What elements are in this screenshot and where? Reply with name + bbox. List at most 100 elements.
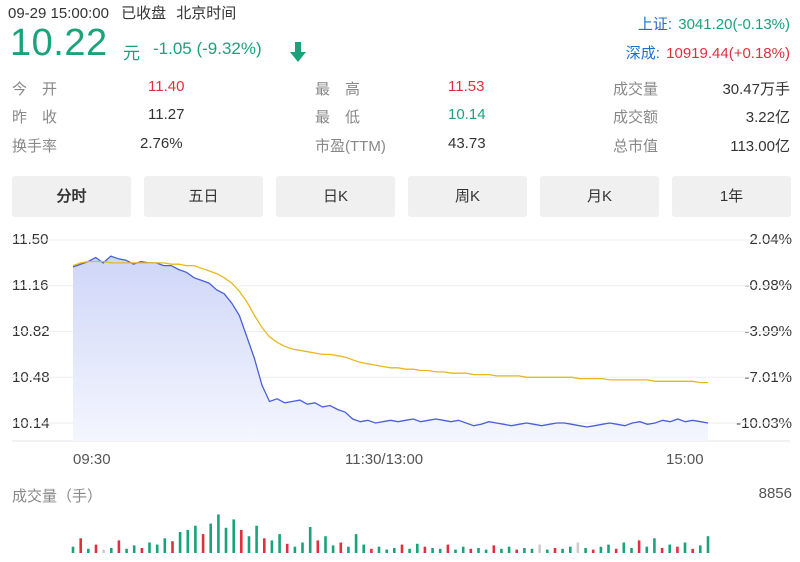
volume-bar xyxy=(569,546,572,553)
volume-bar xyxy=(370,548,373,553)
volume-max-label: 8856 xyxy=(758,485,792,502)
volume-bar xyxy=(576,542,580,553)
volume-bar xyxy=(79,538,82,553)
prev-close-value: 11.27 xyxy=(148,106,185,123)
volume-bar xyxy=(630,548,633,553)
volume-bar xyxy=(224,527,228,553)
volume-bar xyxy=(561,548,564,553)
amount-label: 成交额 xyxy=(613,109,659,126)
volume-bar xyxy=(599,546,603,553)
volume-bar xyxy=(622,542,626,553)
volume-bar xyxy=(515,549,518,553)
volume-bar xyxy=(240,529,243,553)
volume-bar xyxy=(308,527,312,553)
volume-bar xyxy=(699,545,702,553)
volume-bar xyxy=(469,548,473,553)
volume-bar xyxy=(538,544,541,553)
volume-value: 30.47万手 xyxy=(722,81,790,98)
volume-bar xyxy=(484,549,488,553)
volume-bar xyxy=(400,544,404,553)
volume-bar xyxy=(117,540,121,553)
tab-weekly-k[interactable]: 周K xyxy=(408,176,527,217)
arrow-down-icon xyxy=(288,40,308,69)
volume-bar xyxy=(301,542,304,553)
index-shenzhen[interactable]: 深成: 10919.44(+0.18%) xyxy=(626,42,790,63)
quote-header: 09-29 15:00:00 已收盘 北京时间 xyxy=(8,2,236,23)
volume-chart-label: 成交量（手） xyxy=(12,488,103,505)
volume-bar xyxy=(339,542,343,553)
high-label: 最 高 xyxy=(315,81,361,98)
x-tick: 15:00 xyxy=(666,451,704,468)
market-status: 已收盘 xyxy=(121,5,167,22)
pe-label: 市盈(TTM) xyxy=(315,138,386,155)
amount-value: 3.22亿 xyxy=(745,109,790,126)
volume-bar xyxy=(377,546,381,553)
low-value: 10.14 xyxy=(448,106,486,123)
volume-bar xyxy=(171,541,174,553)
volume-bar xyxy=(362,544,365,553)
volume-bar xyxy=(209,523,212,553)
volume-bar xyxy=(201,534,205,553)
index-shanghai[interactable]: 上证: 3041.20(-0.13%) xyxy=(638,13,790,34)
volume-bar xyxy=(293,546,297,553)
volume-bar xyxy=(148,542,151,553)
volume-bar xyxy=(263,538,266,553)
volume-bar xyxy=(492,545,496,553)
volume-bar xyxy=(316,540,320,553)
volume-bar xyxy=(431,548,434,553)
volume-bar xyxy=(125,548,128,553)
volume-bar xyxy=(477,548,480,553)
volume-bar xyxy=(454,549,457,553)
volume-bar xyxy=(385,549,388,553)
volume-bar xyxy=(584,548,587,553)
currency-unit: 元 xyxy=(123,44,140,63)
volume-bar xyxy=(706,536,710,553)
volume-bar xyxy=(94,544,98,553)
volume-bar xyxy=(393,548,396,553)
volume-bar xyxy=(408,548,411,553)
timezone-label: 北京时间 xyxy=(176,5,237,22)
index-shanghai-value: 3041.20(-0.13%) xyxy=(678,16,790,33)
average-price-line xyxy=(72,260,708,384)
low-label: 最 低 xyxy=(315,109,361,126)
volume-bar xyxy=(331,545,335,553)
current-price: 10.22 xyxy=(10,22,108,64)
quote-datetime: 09-29 15:00:00 xyxy=(8,5,109,22)
tab-monthly-k[interactable]: 月K xyxy=(540,176,659,217)
tab-daily-k[interactable]: 日K xyxy=(276,176,395,217)
market-cap-value: 113.00亿 xyxy=(730,138,790,155)
pe-value: 43.73 xyxy=(448,135,486,152)
turnover-value: 2.76% xyxy=(140,135,183,152)
volume-bar xyxy=(446,544,450,553)
volume-bar xyxy=(645,546,649,553)
volume-bar xyxy=(354,534,358,553)
volume-bar xyxy=(232,519,235,553)
x-tick: 11:30/13:00 xyxy=(345,451,424,468)
volume-bar xyxy=(691,548,694,553)
high-value: 11.53 xyxy=(448,78,485,95)
volume-bar xyxy=(438,548,442,553)
tab-one-year[interactable]: 1年 xyxy=(672,176,791,217)
market-cap-label: 总市值 xyxy=(613,138,659,155)
tab-five-day[interactable]: 五日 xyxy=(144,176,263,217)
volume-bar xyxy=(614,548,618,553)
volume-bar xyxy=(637,540,641,553)
volume-bar xyxy=(194,525,197,553)
price-line xyxy=(72,255,709,428)
volume-bar xyxy=(155,544,159,553)
period-tabs: 分时 五日 日K 周K 月K 1年 xyxy=(12,176,791,217)
tab-intraday[interactable]: 分时 xyxy=(12,176,131,217)
volume-bar xyxy=(660,548,664,553)
index-shenzhen-label: 深成: xyxy=(625,45,660,62)
volume-bar xyxy=(132,545,136,553)
index-shenzhen-value: 10919.44(+0.18%) xyxy=(666,45,790,62)
volume-bar xyxy=(163,538,167,553)
index-shanghai-label: 上证: xyxy=(637,16,673,33)
open-label: 今 开 xyxy=(12,81,58,98)
volume-bar xyxy=(676,546,679,553)
open-value: 11.40 xyxy=(148,78,185,95)
price-area-fill xyxy=(73,256,708,441)
volume-bar xyxy=(423,546,427,553)
volume-bar xyxy=(416,543,419,553)
